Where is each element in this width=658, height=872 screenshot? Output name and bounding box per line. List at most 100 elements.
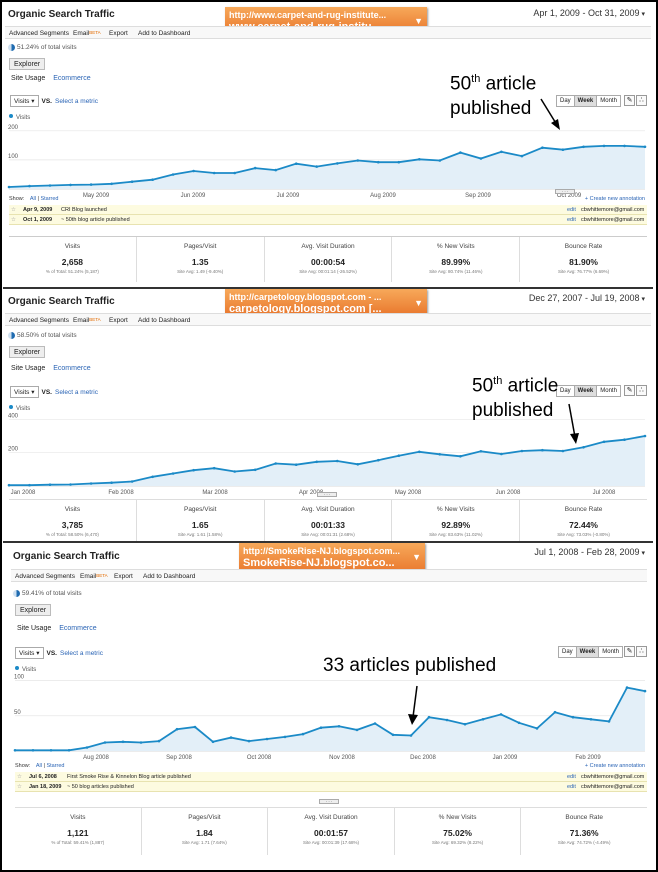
date-range-picker[interactable]: Dec 27, 2007 - Jul 19, 2008 ▾ <box>529 293 645 303</box>
visits-chart: Visits 50 100 Aug 2008 Sep 2008 Oct 2008 Nov 2… <box>13 666 647 761</box>
export-button[interactable]: Export <box>109 30 128 37</box>
stat-label: Bounce Rate <box>564 506 603 513</box>
tab-explorer[interactable]: Explorer <box>15 604 52 616</box>
stat-avg-visit-duration: Avg. Visit Duration 00:00:54 Site Avg: 00:… <box>265 237 393 282</box>
annotations-filter-starred[interactable]: Starred <box>40 196 59 202</box>
day-button[interactable]: Day <box>558 646 577 658</box>
data-point <box>67 749 71 752</box>
motion-chart-icon[interactable]: ∴ <box>636 646 647 657</box>
stat-label: % New Visits <box>438 814 477 821</box>
stat-label: Pages/Visit <box>183 506 217 513</box>
line-chart-icon[interactable]: ✎ <box>624 385 635 396</box>
data-point <box>499 713 503 716</box>
motion-chart-icon[interactable]: ∴ <box>636 95 647 106</box>
date-range-picker[interactable]: Jul 1, 2008 - Feb 28, 2009 ▾ <box>534 547 645 557</box>
stat-new-visits: % New Visits 92.89% Site Avg: 83.63% (11.0… <box>392 500 521 541</box>
data-point <box>625 686 629 689</box>
star-icon[interactable]: ☆ <box>17 774 22 780</box>
star-icon[interactable]: ☆ <box>11 217 16 223</box>
data-point <box>28 184 31 188</box>
advanced-segments-button[interactable]: Advanced Segments <box>9 30 69 37</box>
star-icon[interactable]: ☆ <box>11 207 16 213</box>
add-to-dashboard-button[interactable]: Add to Dashboard <box>143 573 196 580</box>
chart-scroll-handle[interactable]: · · · <box>555 189 575 194</box>
advanced-segments-button[interactable]: Advanced Segments <box>9 317 69 324</box>
tab-ecommerce[interactable]: Ecommerce <box>53 365 91 372</box>
chevron-down-icon: ▾ <box>641 550 645 557</box>
export-button[interactable]: Export <box>109 317 128 324</box>
pie-icon <box>8 44 15 51</box>
tab-explorer[interactable]: Explorer <box>9 58 46 70</box>
advanced-segments-button[interactable]: Advanced Segments <box>15 573 75 580</box>
y-tick-label: 100 <box>14 675 25 681</box>
stat-comparison: Site Avg: 00:01:14 (-26.52%) <box>299 269 357 274</box>
month-button[interactable]: Month <box>596 95 621 107</box>
tab-site-usage[interactable]: Site Usage <box>11 365 46 372</box>
data-point <box>356 159 360 162</box>
day-button[interactable]: Day <box>556 385 575 397</box>
annotations-filter-all[interactable]: All <box>29 196 36 202</box>
data-point <box>623 144 626 148</box>
metric-dropdown[interactable]: Visits ▾ <box>10 95 39 107</box>
callout-text-line2: published <box>450 98 532 120</box>
data-point <box>337 725 341 728</box>
tab-site-usage[interactable]: Site Usage <box>17 625 52 632</box>
stat-avg-visit-duration: Avg. Visit Duration 00:01:57 Site Avg: 00:… <box>268 808 395 855</box>
select-metric-link[interactable]: Select a metric <box>59 650 103 657</box>
line-chart-icon[interactable]: ✎ <box>624 95 635 106</box>
week-button[interactable]: Week <box>573 385 598 397</box>
stat-comparison: Site Avg: 83.63% (11.02%) <box>429 532 483 537</box>
date-range-picker[interactable]: Apr 1, 2009 - Oct 31, 2009 ▾ <box>533 8 645 18</box>
metric-dropdown[interactable]: Visits ▾ <box>10 386 39 398</box>
data-point <box>103 741 107 744</box>
line-chart-icon[interactable]: ✎ <box>624 646 635 657</box>
star-icon[interactable]: ☆ <box>17 784 22 790</box>
add-to-dashboard-button[interactable]: Add to Dashboard <box>138 30 191 37</box>
email-button[interactable]: EmailBETA <box>80 573 108 580</box>
data-point <box>553 710 557 714</box>
chart-scroll-handle[interactable]: · · · <box>317 492 337 497</box>
annotation-edit-link[interactable]: edit <box>567 784 576 790</box>
data-point <box>607 720 611 723</box>
month-button[interactable]: Month <box>598 646 623 658</box>
motion-chart-icon[interactable]: ∴ <box>636 385 647 396</box>
annotations-filter-starred[interactable]: Starred <box>46 763 65 769</box>
select-metric-link[interactable]: Select a metric <box>54 389 98 396</box>
annotation-edit-link[interactable]: edit <box>567 217 576 223</box>
tab-ecommerce[interactable]: Ecommerce <box>59 625 97 632</box>
tab-explorer[interactable]: Explorer <box>9 346 46 358</box>
chart-scroll-handle[interactable]: · · · <box>319 799 339 804</box>
callout-arrow <box>408 685 418 725</box>
annotations-panel: Show: All | Starred + Create new annotat… <box>9 196 647 225</box>
select-metric-link[interactable]: Select a metric <box>54 98 98 105</box>
create-annotation-link[interactable]: + Create new annotation <box>584 763 645 769</box>
metric-dropdown[interactable]: Visits ▾ <box>15 647 44 659</box>
week-button[interactable]: Week <box>573 95 598 107</box>
x-tick-label: Jan 2008 <box>11 490 36 496</box>
annotation-edit-link[interactable]: edit <box>567 207 576 213</box>
annotation-author: cbwhittemore@gmail.com <box>581 217 645 223</box>
create-annotation-link[interactable]: + Create new annotation <box>584 196 645 202</box>
subtabs: Site Usage Ecommerce <box>11 75 91 82</box>
email-button[interactable]: EmailBETA <box>73 317 101 324</box>
stat-comparison: Site Avg: 00:01:31 (2.68%) <box>301 532 355 537</box>
month-button[interactable]: Month <box>596 385 621 397</box>
export-button[interactable]: Export <box>114 573 133 580</box>
week-button[interactable]: Week <box>575 646 600 658</box>
tab-site-usage[interactable]: Site Usage <box>11 75 46 82</box>
profile-selector[interactable]: http://carpetology.blogspot.com - ... ca… <box>225 289 427 317</box>
data-point <box>541 146 544 149</box>
data-point <box>438 453 442 456</box>
data-point <box>48 184 52 187</box>
annotations-filter-all[interactable]: All <box>35 763 42 769</box>
chevron-down-icon: ▼ <box>414 298 423 308</box>
email-button[interactable]: EmailBETA <box>73 30 101 37</box>
stat-value: 71.36% <box>569 828 599 838</box>
tab-ecommerce[interactable]: Ecommerce <box>53 75 91 82</box>
panel-title: Organic Search Traffic <box>13 551 120 562</box>
annotation-edit-link[interactable]: edit <box>567 774 576 780</box>
add-to-dashboard-button[interactable]: Add to Dashboard <box>138 317 191 324</box>
x-tick-label: Sep 2008 <box>166 755 192 761</box>
chevron-down-icon: ▾ <box>641 296 645 303</box>
data-point <box>110 182 113 186</box>
